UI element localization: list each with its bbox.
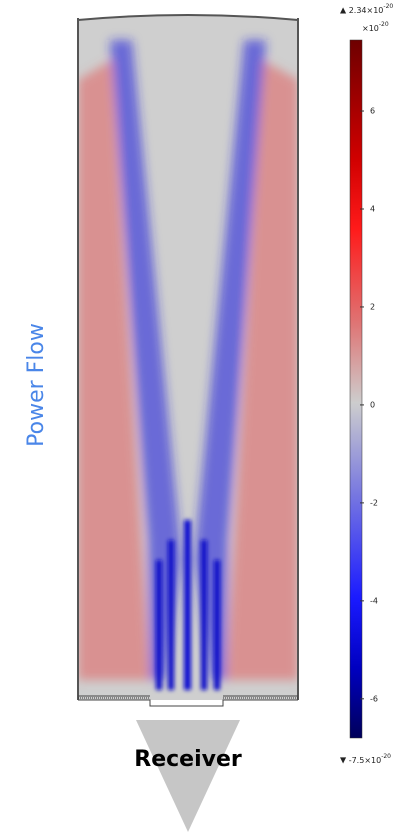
tick-label: -4 [370, 596, 378, 605]
max-mantissa: 2.34×10 [349, 6, 384, 15]
scale-base: ×10 [362, 24, 379, 33]
min-exponent: -20 [381, 753, 391, 760]
tick-label: -6 [370, 694, 378, 703]
min-mantissa: -7.5×10 [349, 756, 382, 765]
base [78, 695, 298, 707]
side-label: Power Flow [24, 323, 49, 447]
receiver-label: Receiver [134, 747, 242, 772]
tick-label: 0 [370, 400, 375, 409]
colorbar [349, 39, 363, 739]
min-label: ▼ -7.5×10-20 [340, 753, 391, 765]
tick-label: -2 [370, 498, 378, 507]
max-exponent: -20 [383, 3, 393, 10]
tick-label: 6 [370, 107, 375, 116]
tick-label: 2 [370, 302, 375, 311]
receiver-arrow [136, 720, 240, 832]
scale-exponent: -20 [379, 21, 389, 28]
max-label: ▲ 2.34×10-20 [340, 3, 393, 15]
scale-label: ×10-20 [362, 21, 389, 33]
domain-border [77, 14, 299, 700]
field [78, 15, 298, 700]
tick-label: 4 [370, 204, 375, 213]
